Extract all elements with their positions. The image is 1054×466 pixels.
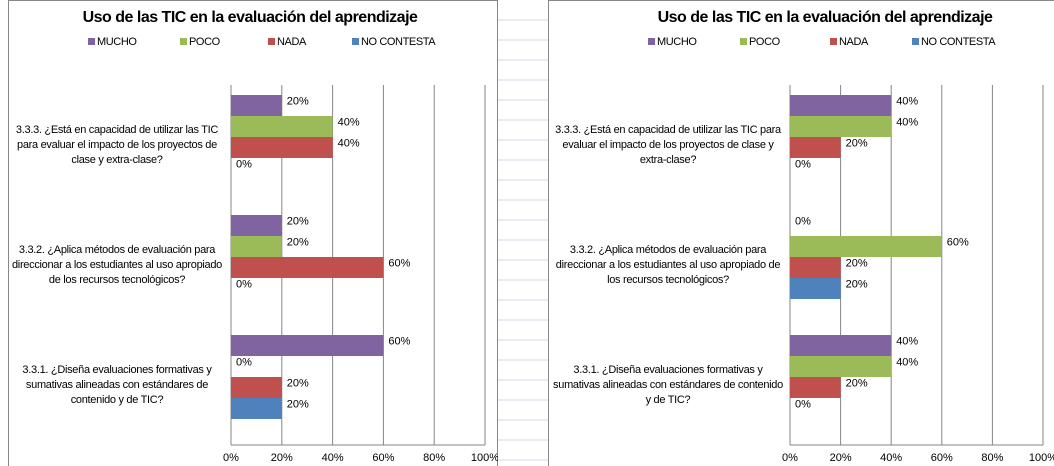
x-tick-label: 40% (880, 452, 902, 464)
chart-frame (8, 0, 498, 466)
y-tick-label: 3.3.2. ¿Aplica métodos de evaluación par… (555, 243, 781, 286)
bar (231, 137, 333, 158)
x-tick-label: 80% (981, 452, 1003, 464)
x-tick-label: 20% (271, 452, 293, 464)
x-tick-label: 60% (931, 452, 953, 464)
data-label: 20% (287, 236, 309, 248)
legend-label: NO CONTESTA (361, 36, 436, 48)
bar (790, 335, 892, 356)
y-tick-label: 3.3.1. ¿Diseña evaluaciones formativas y… (553, 363, 783, 406)
data-label: 0% (236, 278, 252, 290)
data-label: 20% (287, 215, 309, 227)
category-label-box: 3.3.1. ¿Diseña evaluaciones formativas y… (553, 363, 783, 406)
x-tick-label: 60% (372, 452, 394, 464)
data-label: 40% (896, 335, 918, 347)
legend-swatch (88, 38, 95, 45)
bar (790, 116, 892, 137)
bar (231, 398, 282, 419)
chart-title: Uso de las TIC en la evaluación del apre… (83, 9, 418, 26)
bar (231, 116, 333, 137)
legend-label: NADA (839, 36, 869, 48)
category-label-box: 3.3.1. ¿Diseña evaluaciones formativas y… (22, 363, 212, 406)
bar (790, 137, 841, 158)
data-label: 40% (338, 116, 360, 128)
legend-label: MUCHO (97, 36, 137, 48)
legend-swatch (180, 38, 187, 45)
bar (790, 236, 942, 257)
bar (790, 257, 841, 278)
category-label-box: 3.3.2. ¿Aplica métodos de evaluación par… (555, 243, 781, 286)
x-tick-label: 0% (782, 452, 798, 464)
bar-chart: Uso de las TIC en la evaluación del apre… (11, 9, 498, 464)
x-tick-label: 40% (322, 452, 344, 464)
x-tick-label: 80% (423, 452, 445, 464)
data-label: 0% (795, 215, 811, 227)
bar (231, 377, 282, 398)
cell-lines (498, 19, 548, 461)
data-label: 40% (896, 95, 918, 107)
legend-swatch (830, 38, 837, 45)
chart-title: Uso de las TIC en la evaluación del apre… (658, 9, 993, 26)
data-label: 0% (236, 356, 252, 368)
bar (790, 356, 892, 377)
data-label: 40% (896, 356, 918, 368)
data-label: 0% (236, 158, 252, 170)
legend-label: POCO (749, 36, 781, 48)
bar (790, 377, 841, 398)
data-label: 20% (287, 398, 309, 410)
legend-label: NADA (277, 36, 307, 48)
data-label: 20% (287, 377, 309, 389)
data-label: 60% (388, 335, 410, 347)
bar (231, 335, 384, 356)
chart-frame (548, 0, 1054, 466)
legend-swatch (268, 38, 275, 45)
bar (790, 95, 892, 116)
bar (231, 257, 384, 278)
legend-swatch (352, 38, 359, 45)
data-label: 20% (846, 278, 868, 290)
y-tick-label: 3.3.2. ¿Aplica métodos de evaluación par… (11, 243, 222, 286)
data-label: 20% (846, 137, 868, 149)
x-tick-label: 0% (223, 452, 239, 464)
data-label: 20% (287, 95, 309, 107)
data-label: 20% (846, 257, 868, 269)
data-label: 20% (846, 377, 868, 389)
x-tick-label: 100% (1029, 452, 1054, 464)
bar (790, 278, 841, 299)
category-label-box: 3.3.2. ¿Aplica métodos de evaluación par… (11, 243, 222, 286)
x-tick-label: 100% (471, 452, 498, 464)
legend-label: MUCHO (657, 36, 697, 48)
data-label: 60% (947, 236, 969, 248)
legend-label: NO CONTESTA (921, 36, 996, 48)
legend-label: POCO (189, 36, 221, 48)
category-label-box: 3.3.3. ¿Está en capacidad de utilizar la… (15, 123, 219, 166)
legend-swatch (740, 38, 747, 45)
data-label: 40% (896, 116, 918, 128)
y-tick-label: 3.3.3. ¿Está en capacidad de utilizar la… (555, 123, 781, 166)
bar (231, 215, 282, 236)
data-label: 40% (338, 137, 360, 149)
x-tick-label: 20% (830, 452, 852, 464)
y-tick-label: 3.3.1. ¿Diseña evaluaciones formativas y… (22, 363, 212, 406)
data-label: 0% (795, 398, 811, 410)
legend-swatch (648, 38, 655, 45)
y-tick-label: 3.3.3. ¿Está en capacidad de utilizar la… (15, 123, 219, 166)
data-label: 0% (795, 158, 811, 170)
category-label-box: 3.3.3. ¿Está en capacidad de utilizar la… (555, 123, 781, 166)
bar (231, 236, 282, 257)
bar-chart: Uso de las TIC en la evaluación del apre… (553, 9, 1054, 464)
data-label: 60% (388, 257, 410, 269)
bar (231, 95, 282, 116)
legend-swatch (912, 38, 919, 45)
